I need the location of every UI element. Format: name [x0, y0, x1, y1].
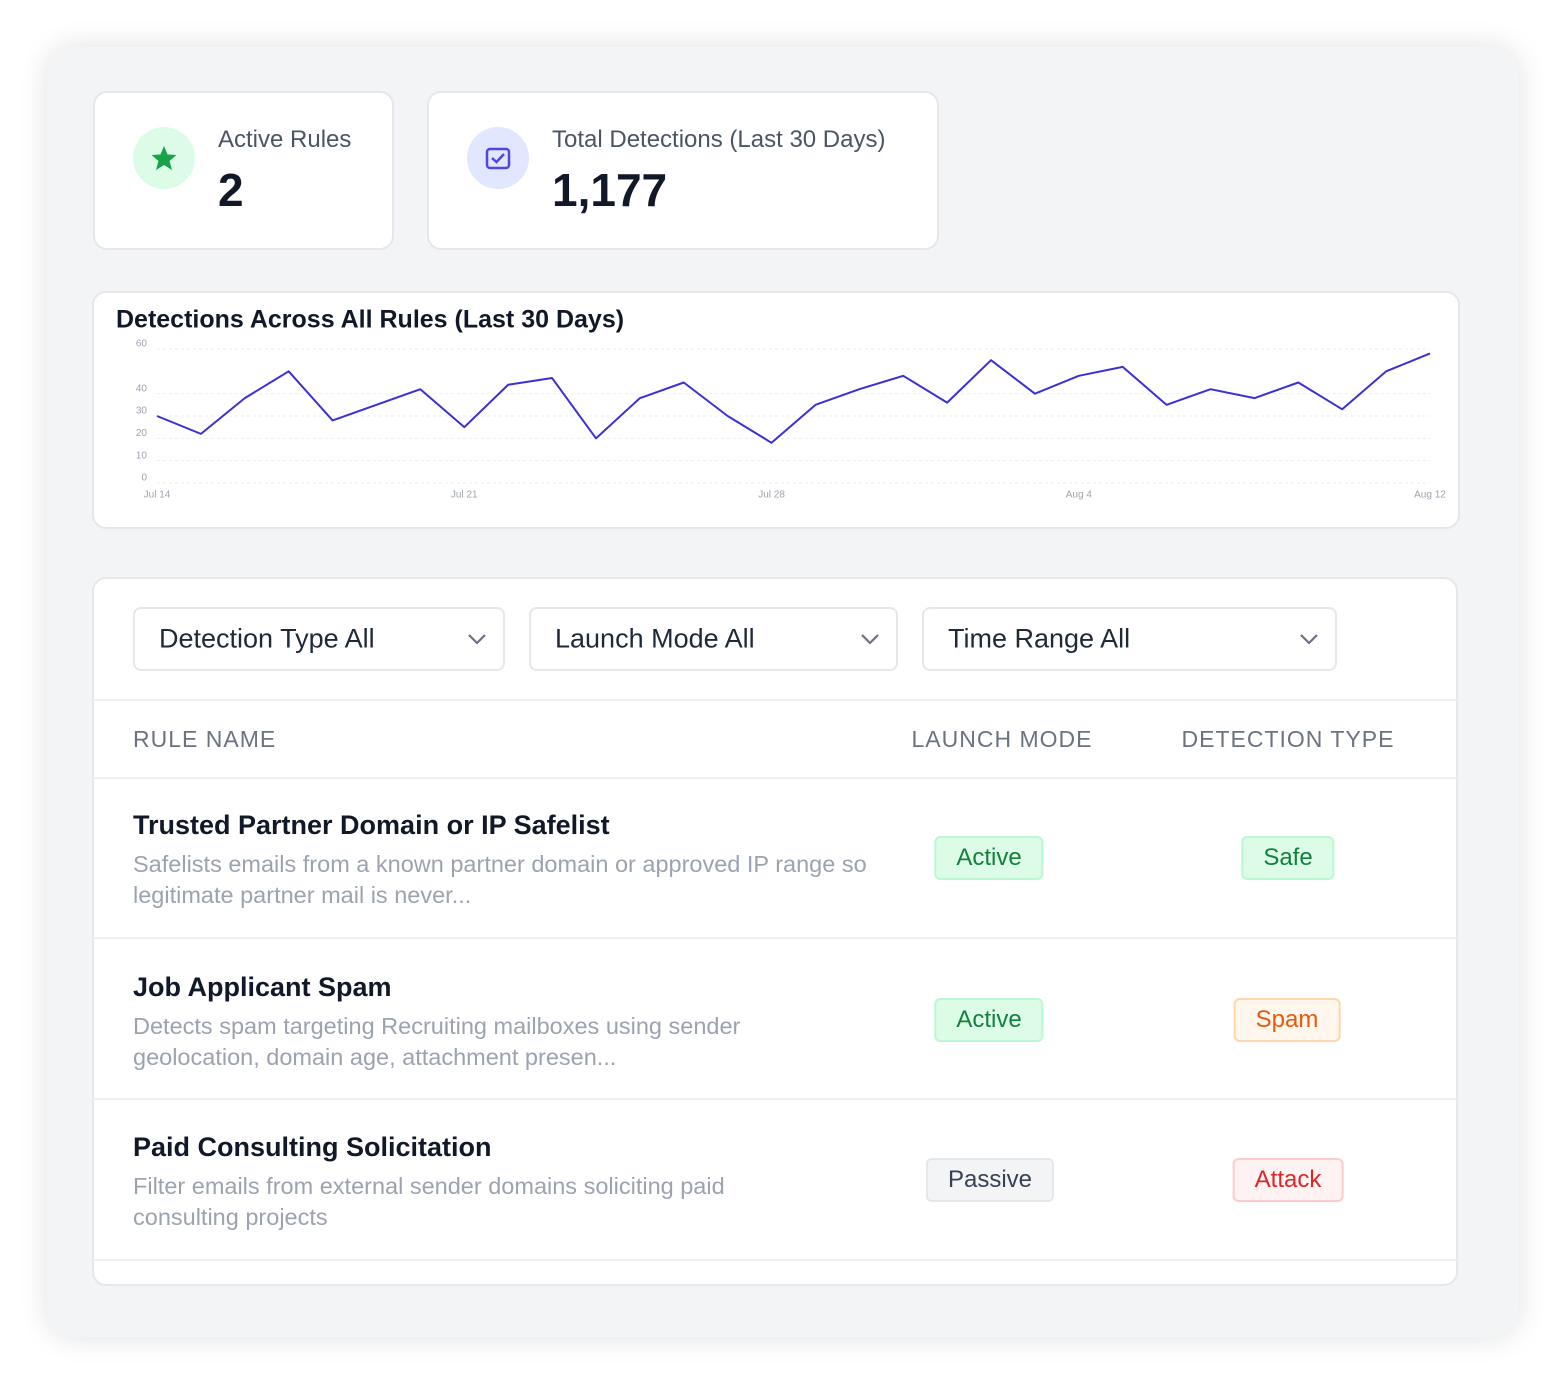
dropdown-label: Detection Type All	[159, 623, 375, 654]
chevron	[861, 634, 879, 645]
y-tick-label: 40	[136, 383, 148, 394]
chevron	[468, 634, 486, 645]
divider	[93, 777, 1457, 779]
divider	[93, 1259, 1457, 1261]
divider	[93, 937, 1457, 939]
x-tick-label: Jul 21	[451, 490, 478, 501]
stat-card: Active Rules 2	[93, 91, 394, 250]
launch-mode-badge: Active	[934, 836, 1044, 880]
detection-type-badge: Safe	[1241, 836, 1335, 880]
table-card	[92, 577, 1458, 1286]
dropdown[interactable]: Launch Mode All	[529, 607, 898, 671]
rule-description: Safelists emails from a known partner do…	[133, 851, 867, 908]
dropdown-label: Launch Mode All	[555, 623, 755, 654]
icon	[467, 127, 529, 189]
chart-card: Detections Across All Rules (Last 30 Day…	[92, 291, 1460, 529]
line-series	[156, 352, 1431, 444]
y-tick-label: 30	[136, 406, 148, 417]
divider	[93, 1098, 1457, 1100]
column-header: DETECTION TYPE	[1181, 726, 1395, 752]
dropdown[interactable]: Detection Type All	[133, 607, 505, 671]
launch-mode-badge: Passive	[925, 1158, 1055, 1202]
x-tick-label: Aug 4	[1066, 490, 1093, 501]
y-tick-label: 20	[136, 428, 148, 439]
rule-description: Detects spam targeting Recruiting mailbo…	[133, 1013, 741, 1070]
y-tick-label: 60	[136, 339, 148, 350]
stat-value: 2	[218, 164, 244, 216]
stat-label: Active Rules	[218, 126, 352, 153]
x-tick-label: Jul 14	[144, 490, 171, 501]
stat-card: Total Detections (Last 30 Days) 1,177	[427, 91, 939, 250]
detection-type-badge: Attack	[1232, 1158, 1344, 1202]
detection-type-badge: Spam	[1233, 998, 1341, 1042]
chart: Detections Across All Rules (Last 30 Day…	[116, 306, 1446, 501]
icon	[133, 127, 195, 189]
rule-name[interactable]: Paid Consulting Solicitation	[133, 1132, 492, 1162]
stat-value: 1,177	[552, 164, 668, 216]
rule-description: Filter emails from external sender domai…	[133, 1173, 725, 1230]
column-header: LAUNCH MODE	[911, 726, 1093, 752]
chevron	[1300, 634, 1318, 645]
column-header: RULE NAME	[133, 726, 277, 752]
rule-name[interactable]: Job Applicant Spam	[133, 972, 392, 1002]
dropdown[interactable]: Time Range All	[922, 607, 1337, 671]
rule-name[interactable]: Trusted Partner Domain or IP Safelist	[133, 810, 610, 840]
divider	[93, 699, 1457, 701]
x-tick-label: Jul 28	[758, 490, 785, 501]
dropdown-label: Time Range All	[948, 623, 1131, 654]
y-tick-label: 0	[141, 473, 147, 484]
y-tick-label: 10	[136, 450, 148, 461]
stat-label: Total Detections (Last 30 Days)	[552, 126, 886, 153]
x-tick-label: Aug 12	[1414, 490, 1446, 501]
chart-title: Detections Across All Rules (Last 30 Day…	[116, 306, 624, 334]
launch-mode-badge: Active	[934, 998, 1044, 1042]
